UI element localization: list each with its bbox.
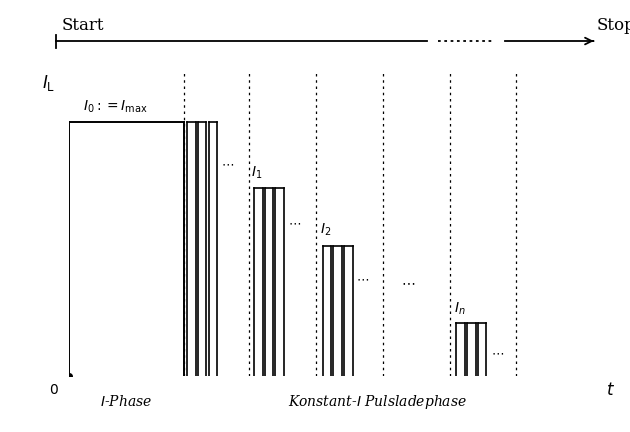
Text: $I$-Phase: $I$-Phase [100, 394, 152, 409]
Text: $\cdots$: $\cdots$ [356, 273, 369, 286]
Text: $I_0 := I_\mathrm{max}$: $I_0 := I_\mathrm{max}$ [83, 98, 147, 115]
Text: $\cdots$: $\cdots$ [288, 216, 301, 230]
Text: Konstant-$I$ Pulsladephase: Konstant-$I$ Pulsladephase [288, 393, 467, 410]
Text: $I_n$: $I_n$ [454, 301, 466, 317]
Text: $t$: $t$ [605, 382, 615, 399]
Text: $\cdots$: $\cdots$ [220, 158, 234, 171]
Text: $I_\mathrm{L}$: $I_\mathrm{L}$ [42, 73, 55, 92]
Text: $\cdots$: $\cdots$ [401, 275, 415, 289]
Text: $0$: $0$ [49, 383, 59, 397]
Text: Stopp: Stopp [597, 17, 630, 35]
Text: $I_2$: $I_2$ [320, 222, 331, 238]
Text: $\cdots$: $\cdots$ [491, 346, 504, 360]
Text: $I_1$: $I_1$ [251, 165, 263, 181]
Text: Start: Start [62, 17, 104, 35]
